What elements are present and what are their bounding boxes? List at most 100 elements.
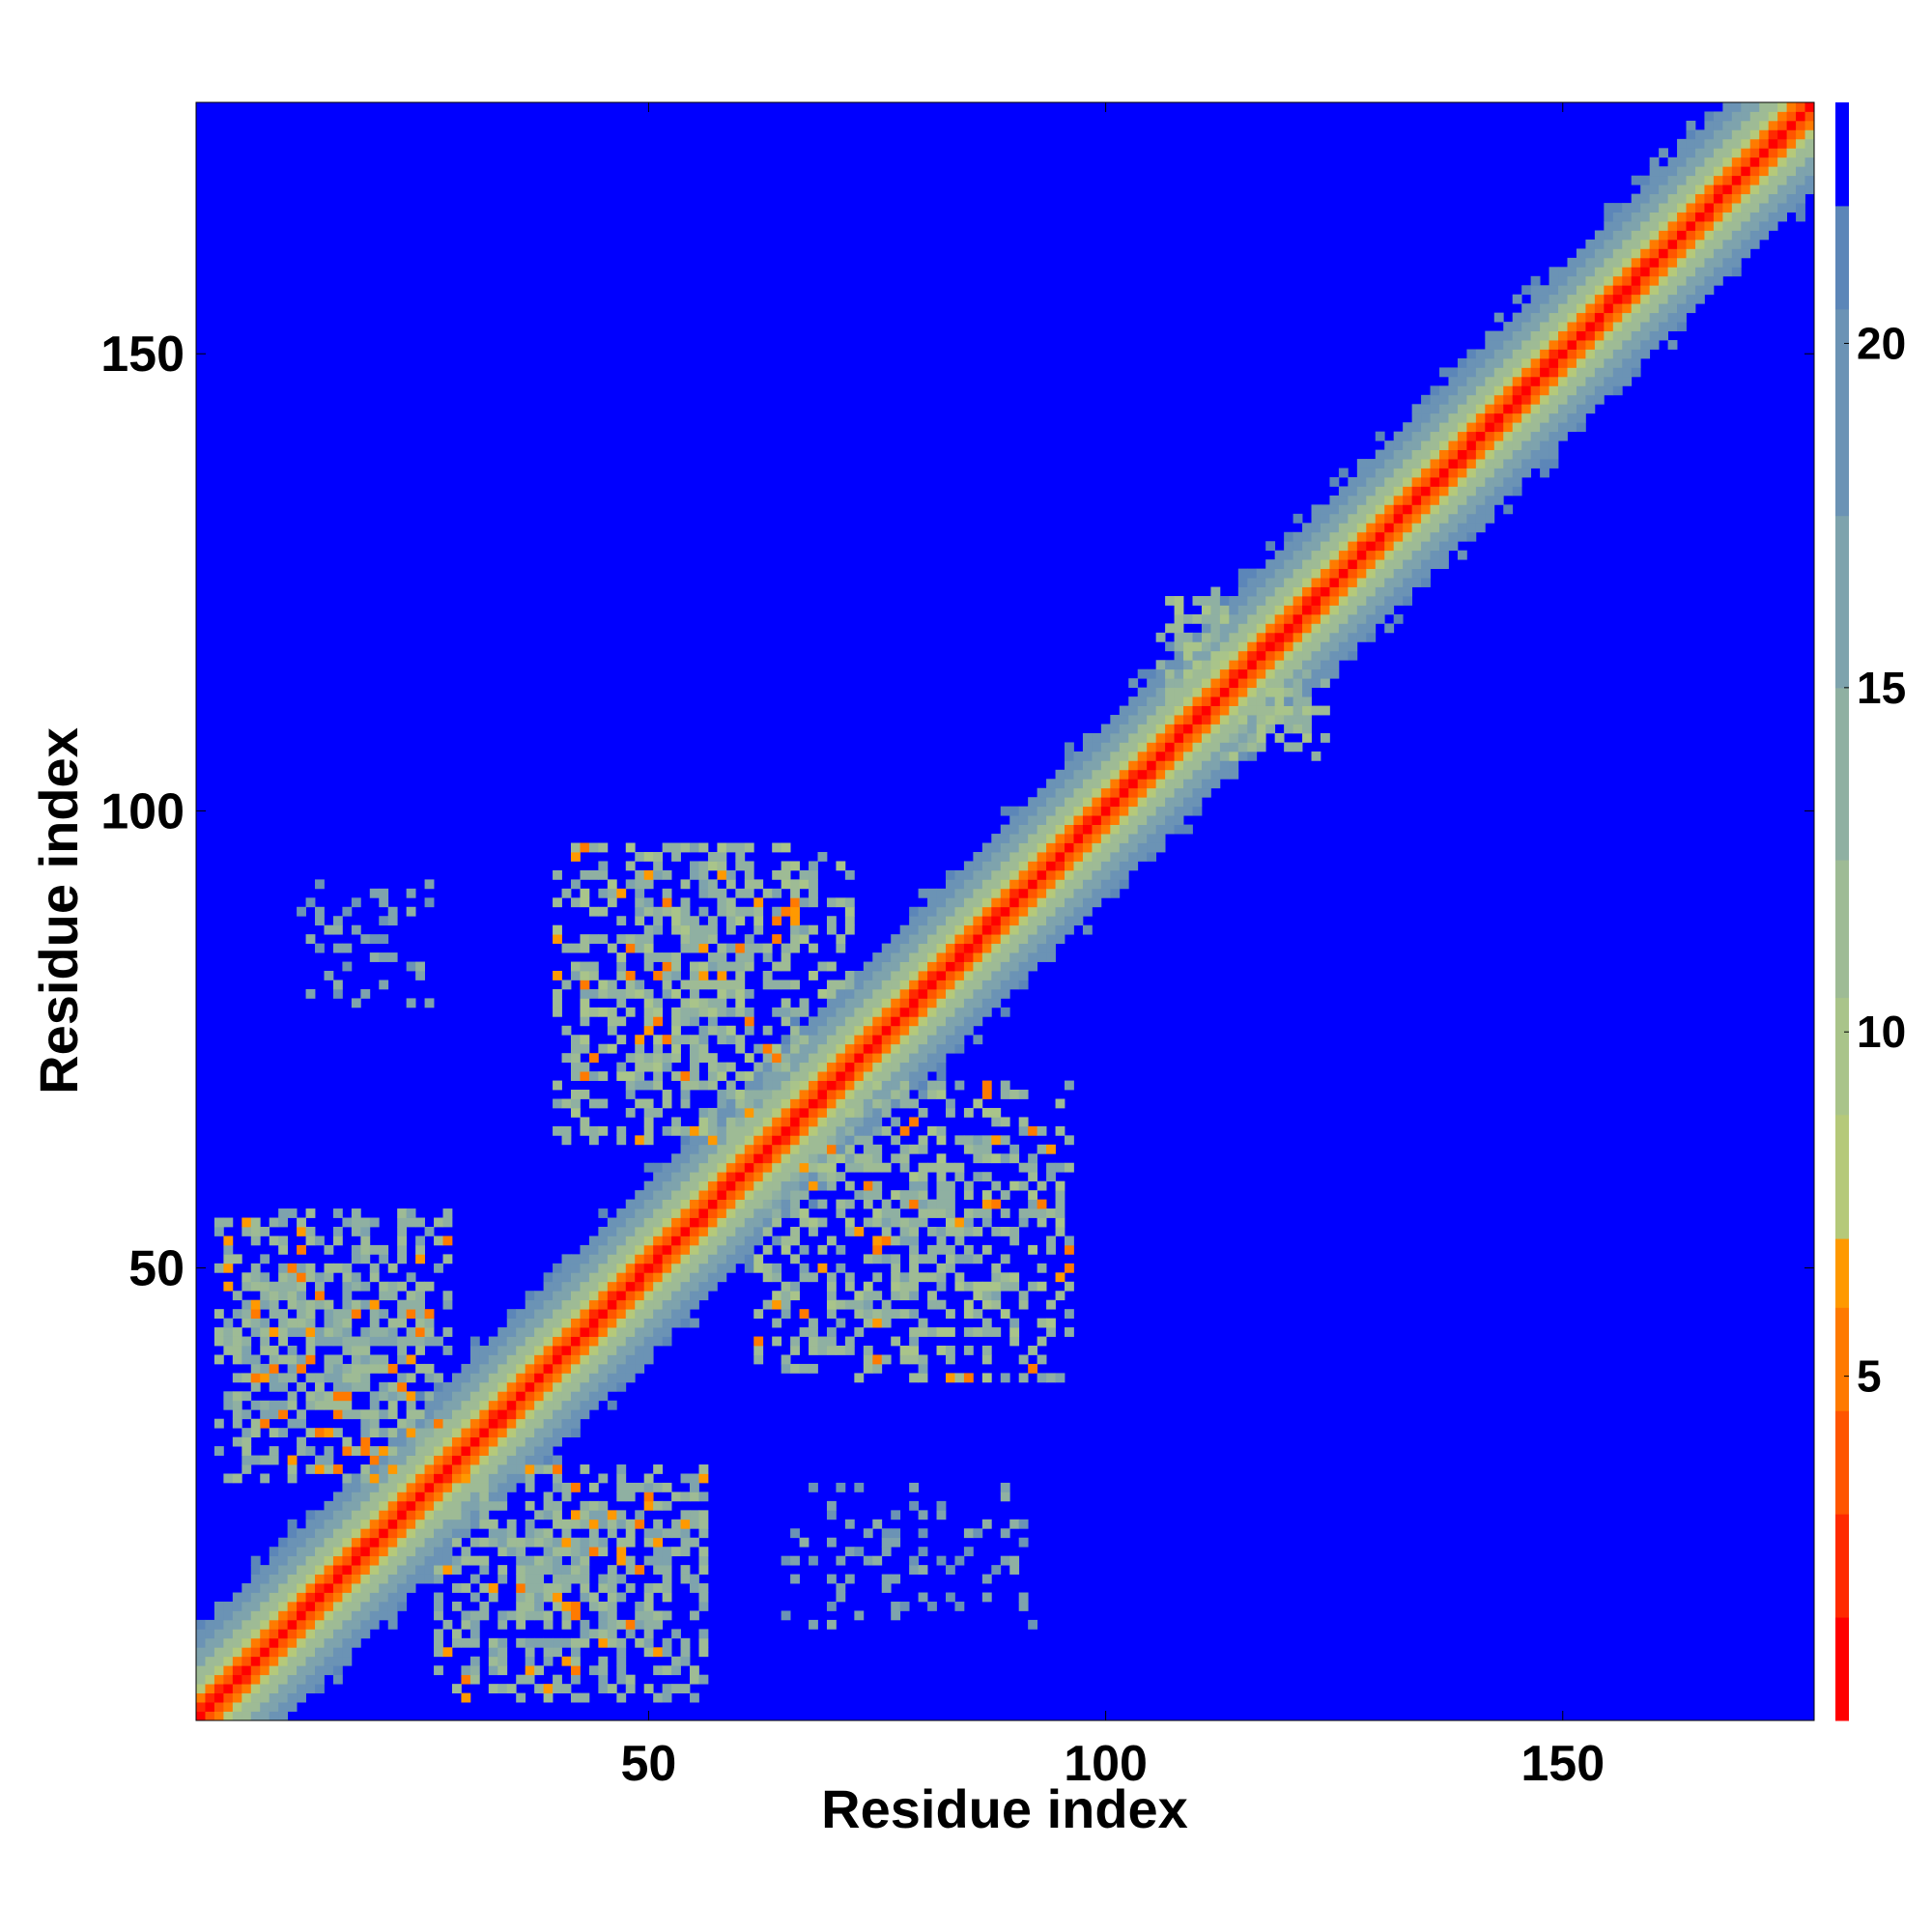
heatmap-cell [1065, 879, 1074, 890]
heatmap-cell [406, 1464, 416, 1474]
heatmap-cell [1000, 1373, 1010, 1383]
heatmap-cell [315, 1555, 325, 1566]
heatmap-cell [616, 1226, 627, 1236]
heatmap-cell [1439, 504, 1449, 515]
heatmap-cell [525, 1327, 535, 1337]
heatmap-cell [297, 1555, 306, 1566]
heatmap-cell [854, 998, 865, 1009]
heatmap-cell [616, 1346, 627, 1355]
heatmap-cell [1311, 541, 1321, 552]
heatmap-cell [744, 1199, 754, 1209]
heatmap-cell [1659, 175, 1668, 185]
heatmap-cell [297, 1291, 306, 1301]
heatmap-cell [1448, 422, 1459, 433]
heatmap-cell [881, 1236, 892, 1246]
heatmap-cell [725, 1107, 736, 1118]
heatmap-cell [543, 1436, 554, 1447]
heatmap-cell [963, 1144, 974, 1154]
heatmap-cell [1329, 650, 1340, 661]
heatmap-cell [744, 1217, 754, 1228]
heatmap-cell [269, 1674, 279, 1685]
heatmap-cell [1018, 1090, 1029, 1099]
heatmap-cell [1000, 1007, 1010, 1017]
heatmap-cell [790, 1190, 800, 1200]
heatmap-cell [406, 1272, 416, 1283]
heatmap-cell [945, 869, 955, 880]
heatmap-cell [635, 1263, 645, 1273]
heatmap-cell [598, 1637, 609, 1648]
heatmap-cell [1348, 568, 1358, 579]
heatmap-cell [643, 1226, 654, 1236]
heatmap-cell [397, 1519, 408, 1529]
heatmap-cell [927, 1291, 937, 1301]
heatmap-cell [553, 1547, 562, 1557]
heatmap-cell [442, 1236, 453, 1246]
heatmap-cell [698, 1199, 709, 1209]
heatmap-cell [1284, 632, 1293, 642]
heatmap-cell [570, 1656, 581, 1666]
heatmap-cell [1475, 504, 1486, 515]
heatmap-cell [223, 1656, 234, 1666]
heatmap-cell [561, 1336, 572, 1347]
heatmap-cell [415, 1574, 425, 1584]
heatmap-cell [1155, 732, 1166, 743]
heatmap-cell [379, 1309, 389, 1320]
heatmap-cell [553, 1299, 562, 1310]
heatmap-cell [324, 1446, 334, 1456]
heatmap-cell [1137, 797, 1148, 808]
heatmap-cell [442, 1482, 453, 1492]
heatmap-cell [927, 916, 937, 926]
heatmap-cell [1576, 330, 1586, 341]
heatmap-cell [1137, 815, 1148, 825]
heatmap-cell [1219, 715, 1230, 724]
heatmap-cell [415, 1299, 425, 1310]
heatmap-cell [899, 1291, 910, 1301]
heatmap-cell [891, 1071, 901, 1081]
heatmap-cell [506, 1537, 517, 1548]
heatmap-cell [1475, 422, 1486, 433]
heatmap-cell [397, 1244, 408, 1255]
heatmap-cell [625, 1327, 636, 1337]
heatmap-cell [799, 934, 810, 945]
heatmap-cell [891, 961, 901, 972]
heatmap-cell [287, 1702, 298, 1712]
heatmap-cell [762, 1135, 773, 1146]
heatmap-cell [570, 1043, 581, 1054]
heatmap-cell [872, 1035, 883, 1045]
heatmap-cell [1448, 513, 1459, 524]
heatmap-cell [1046, 1162, 1056, 1173]
heatmap-cell [1046, 1236, 1056, 1246]
heatmap-cell [809, 861, 818, 871]
heatmap-cell [1430, 459, 1440, 469]
heatmap-cell [525, 1674, 535, 1685]
heatmap-cell [643, 998, 654, 1009]
heatmap-cell [324, 1244, 334, 1255]
heatmap-cell [213, 1629, 224, 1639]
heatmap-cell [1493, 440, 1504, 450]
heatmap-cell [269, 1327, 279, 1337]
heatmap-cell [836, 1016, 846, 1027]
heatmap-cell [1485, 449, 1495, 460]
heatmap-cell [397, 1318, 408, 1328]
heatmap-cell [1503, 330, 1514, 341]
heatmap-cell [553, 1555, 562, 1566]
heatmap-cell [616, 1208, 627, 1218]
heatmap-cell [1100, 779, 1111, 789]
heatmap-cell [1100, 888, 1111, 898]
heatmap-cell [781, 1162, 791, 1173]
heatmap-cell [287, 1318, 298, 1328]
heatmap-cell [1430, 449, 1440, 460]
heatmap-cell [1229, 742, 1239, 753]
heatmap-cell [1183, 696, 1193, 706]
heatmap-cell [1247, 632, 1258, 642]
heatmap-cell [297, 1610, 306, 1621]
heatmap-cell [836, 1125, 846, 1136]
heatmap-cell [1677, 294, 1687, 304]
heatmap-cell [1485, 357, 1495, 368]
heatmap-cell [598, 1098, 609, 1109]
heatmap-cell [1329, 495, 1340, 505]
heatmap-cell [305, 1610, 316, 1621]
heatmap-cell [826, 980, 837, 990]
heatmap-cell [1338, 596, 1349, 606]
heatmap-cell [616, 1363, 627, 1374]
